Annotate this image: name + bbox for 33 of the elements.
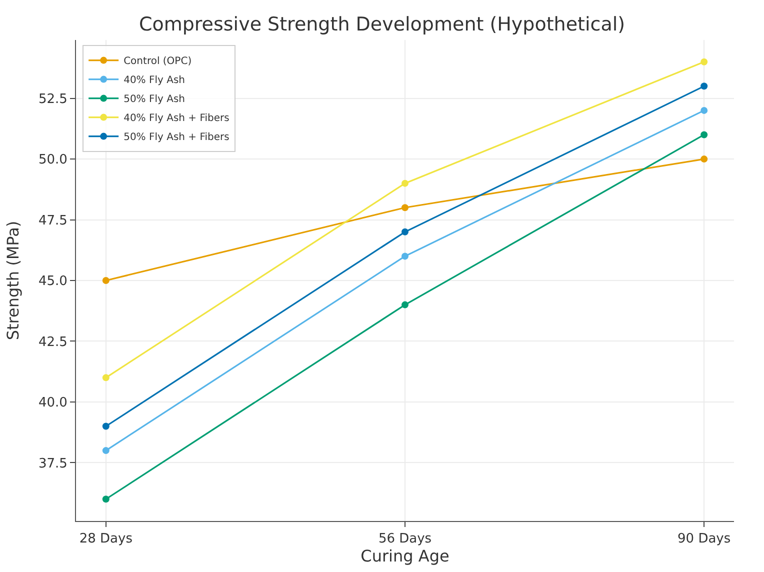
y-tick-label: 50.0: [38, 152, 68, 168]
y-tick-label: 52.5: [38, 92, 68, 107]
y-tick-label: 37.5: [38, 456, 68, 472]
point: [402, 180, 408, 187]
y-tick-label: 42.5: [38, 334, 68, 350]
x-axis-title: Curing Age: [360, 546, 450, 566]
legend-label: 50% Fly Ash + Fibers: [124, 132, 230, 144]
point: [700, 82, 708, 90]
y-tick-label: 40.0: [38, 396, 68, 411]
point: [102, 374, 110, 382]
x-tick-label: 56 Days: [378, 532, 432, 547]
point: [402, 301, 408, 308]
point: [700, 58, 708, 66]
x-tick-label: 90 Days: [678, 532, 731, 547]
point: [102, 496, 110, 503]
legend-label: Control (OPC): [124, 56, 192, 68]
y-tick-label: 45.0: [38, 274, 68, 290]
point: [700, 106, 708, 114]
legend-label: 40% Fly Ash: [124, 75, 185, 86]
point: [700, 156, 708, 163]
point: [402, 228, 408, 236]
y-axis-title: Strength (MPa): [3, 220, 22, 340]
point: [102, 422, 110, 430]
point: [402, 204, 408, 212]
y-tick-label: 47.5: [38, 213, 68, 228]
legend-label: 50% Fly Ash: [124, 94, 185, 106]
chart-title: Compressive Strength Development (Hypothetical): [138, 13, 626, 36]
point: [700, 131, 708, 138]
point: [102, 277, 110, 284]
legend-label: 40% Fly Ash + Fibers: [124, 113, 230, 124]
x-tick-label: 28 Days: [79, 532, 133, 547]
point: [102, 447, 110, 454]
point: [402, 252, 408, 260]
